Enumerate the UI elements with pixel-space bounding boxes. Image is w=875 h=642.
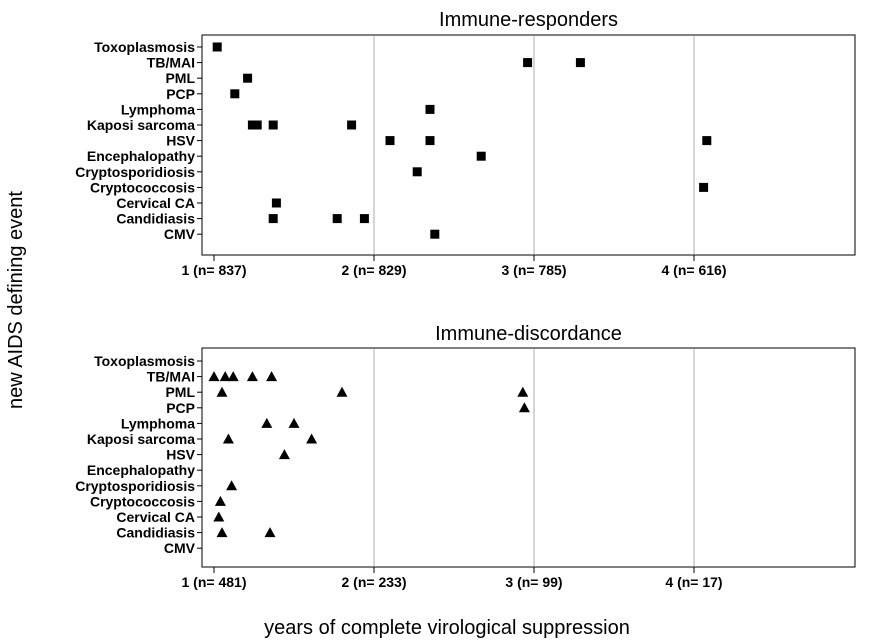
- data-point-triangle: [216, 527, 228, 538]
- category-label: Toxoplasmosis: [94, 353, 195, 369]
- data-point-triangle: [266, 371, 278, 382]
- data-point-square: [575, 58, 585, 68]
- data-point-square: [476, 151, 486, 161]
- x-tick-label: 2 (n= 829): [342, 262, 407, 278]
- data-point-square: [425, 136, 435, 146]
- data-point-square: [702, 136, 712, 146]
- category-label: Toxoplasmosis: [94, 39, 195, 55]
- data-point-square: [699, 182, 709, 192]
- category-label: TB/MAI: [147, 369, 195, 385]
- data-point-square: [212, 42, 222, 52]
- x-tick-label: 4 (n= 616): [662, 262, 727, 278]
- data-point-triangle: [261, 417, 273, 428]
- data-point-triangle: [226, 480, 238, 491]
- data-point-square: [230, 89, 240, 99]
- data-point-triangle: [278, 449, 290, 460]
- data-point-triangle: [219, 371, 231, 382]
- data-point-triangle: [306, 433, 318, 444]
- data-point-triangle: [246, 371, 258, 382]
- category-label: Cryptosporidiosis: [75, 478, 195, 494]
- data-point-triangle: [216, 386, 228, 397]
- x-tick-label: 3 (n= 785): [502, 262, 567, 278]
- data-point-square: [523, 58, 533, 68]
- data-point-triangle: [214, 495, 226, 506]
- data-point-square: [268, 120, 278, 130]
- data-point-square: [268, 214, 278, 224]
- data-point-triangle: [208, 371, 220, 382]
- category-label: HSV: [166, 447, 195, 463]
- x-tick-label: 2 (n= 233): [342, 574, 407, 590]
- data-point-triangle: [213, 511, 225, 522]
- category-label: Cervical CA: [116, 509, 195, 525]
- category-label: Encephalopathy: [87, 148, 195, 164]
- category-label: CMV: [164, 540, 196, 556]
- category-label: Candidiasis: [116, 525, 195, 541]
- category-label: Lymphoma: [121, 415, 195, 431]
- data-point-square: [430, 229, 440, 239]
- category-label: Kaposi sarcoma: [87, 117, 195, 133]
- data-point-triangle: [517, 386, 529, 397]
- data-point-square: [252, 120, 262, 130]
- category-label: PML: [165, 70, 195, 86]
- data-point-square: [425, 104, 435, 114]
- data-point-triangle: [264, 527, 276, 538]
- data-point-square: [271, 198, 281, 208]
- category-label: Encephalopathy: [87, 462, 195, 478]
- data-point-square: [412, 167, 422, 177]
- category-label: Lymphoma: [121, 101, 195, 117]
- data-point-triangle: [518, 402, 530, 413]
- x-axis-title: years of complete virological suppressio…: [264, 617, 630, 639]
- data-point-triangle: [288, 417, 300, 428]
- panel-title-top: Immune-responders: [439, 9, 618, 31]
- category-label: Candidiasis: [116, 211, 195, 227]
- data-point-square: [385, 136, 395, 146]
- data-point-square: [243, 73, 253, 83]
- panel-title-bottom: Immune-discordance: [435, 323, 622, 345]
- data-point-square: [247, 120, 257, 130]
- data-point-triangle: [227, 371, 239, 382]
- category-label: Cryptococcosis: [90, 179, 195, 195]
- data-point-square: [359, 214, 369, 224]
- category-label: HSV: [166, 133, 195, 149]
- x-tick-label: 3 (n= 99): [505, 574, 562, 590]
- x-tick-label: 1 (n= 837): [182, 262, 247, 278]
- category-label: Cryptococcosis: [90, 493, 195, 509]
- category-label: PCP: [166, 400, 195, 416]
- plot-frame-bottom: [201, 347, 856, 568]
- category-label: Cervical CA: [116, 195, 195, 211]
- data-point-square: [332, 214, 342, 224]
- y-axis-title: new AIDS defining event: [5, 191, 27, 409]
- category-label: CMV: [164, 226, 196, 242]
- data-point-triangle: [336, 386, 348, 397]
- x-tick-label: 1 (n= 481): [182, 574, 247, 590]
- category-label: PML: [165, 384, 195, 400]
- category-label: Cryptosporidiosis: [75, 164, 195, 180]
- category-label: TB/MAI: [147, 55, 195, 71]
- data-point-square: [347, 120, 357, 130]
- data-point-triangle: [222, 433, 234, 444]
- category-label: PCP: [166, 86, 195, 102]
- category-label: Kaposi sarcoma: [87, 431, 195, 447]
- x-tick-label: 4 (n= 17): [665, 574, 722, 590]
- plot-frame-top: [201, 34, 856, 256]
